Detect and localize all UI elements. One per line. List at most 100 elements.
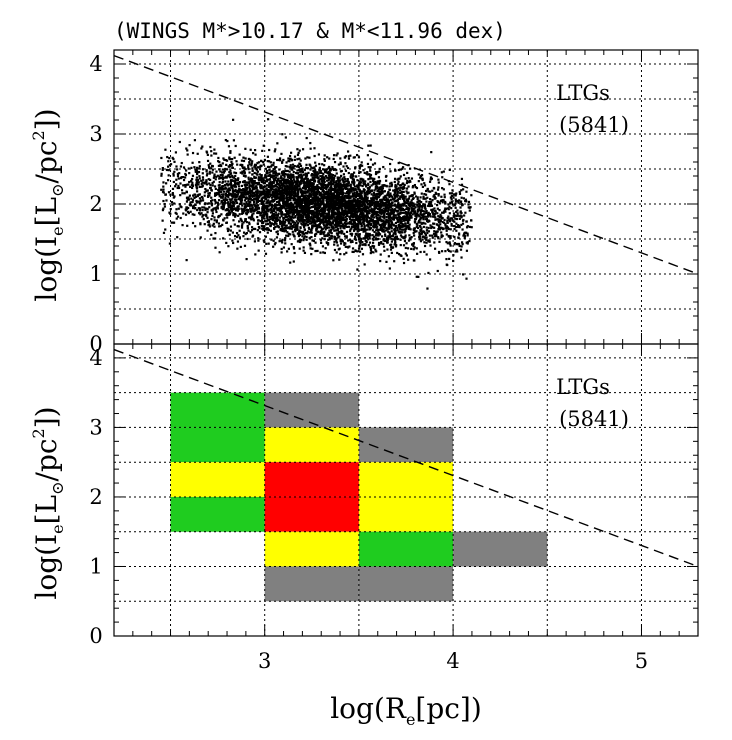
- scatter-point: [449, 235, 452, 238]
- scatter-point: [328, 236, 331, 239]
- scatter-point: [281, 160, 284, 163]
- scatter-point: [289, 182, 292, 185]
- scatter-point: [299, 179, 303, 183]
- scatter-point: [411, 185, 415, 188]
- scatter-point: [363, 188, 366, 192]
- scatter-point: [276, 193, 279, 196]
- scatter-point: [433, 197, 436, 200]
- scatter-point: [383, 221, 386, 225]
- scatter-point: [342, 173, 345, 176]
- scatter-point: [230, 186, 233, 189]
- scatter-point: [317, 199, 320, 202]
- scatter-point: [382, 190, 385, 193]
- scatter-point: [231, 157, 234, 161]
- scatter-point: [305, 163, 308, 166]
- scatter-point: [363, 219, 366, 222]
- scatter-point: [382, 228, 385, 231]
- scatter-point: [438, 215, 441, 219]
- scatter-point: [281, 227, 285, 231]
- scatter-point: [324, 192, 327, 196]
- scatter-point: [386, 228, 389, 231]
- scatter-point: [377, 217, 381, 220]
- scatter-point: [335, 237, 338, 240]
- scatter-point: [423, 241, 426, 244]
- scatter-point: [424, 189, 428, 193]
- scatter-point: [277, 225, 280, 228]
- scatter-point: [413, 207, 416, 210]
- scatter-point: [161, 219, 164, 222]
- scatter-point: [260, 176, 263, 179]
- scatter-point: [380, 209, 383, 212]
- scatter-point: [294, 221, 297, 225]
- scatter-point: [248, 161, 251, 164]
- scatter-point: [242, 156, 245, 159]
- scatter-point: [385, 179, 388, 182]
- scatter-point: [428, 180, 432, 183]
- scatter-point: [320, 176, 324, 179]
- scatter-point: [273, 150, 276, 153]
- scatter-point: [171, 156, 174, 159]
- scatter-point: [258, 178, 262, 182]
- scatter-point: [313, 195, 316, 198]
- scatter-point: [306, 167, 309, 170]
- scatter-point: [238, 213, 241, 216]
- scatter-point: [311, 226, 314, 229]
- scatter-point: [431, 208, 435, 211]
- scatter-point: [260, 224, 263, 228]
- scatter-point: [244, 174, 247, 178]
- scatter-point: [425, 217, 428, 221]
- scatter-point: [295, 205, 298, 208]
- scatter-point: [305, 215, 308, 218]
- scatter-point: [401, 182, 404, 186]
- scatter-point: [237, 177, 240, 180]
- scatter-point: [341, 185, 344, 188]
- scatter-point: [354, 202, 357, 206]
- scatter-point: [438, 228, 442, 231]
- scatter-point: [195, 186, 198, 189]
- scatter-point: [367, 178, 370, 181]
- scatter-point: [260, 198, 263, 202]
- scatter-point: [294, 225, 297, 228]
- scatter-point: [173, 202, 176, 205]
- scatter-point: [400, 231, 403, 234]
- scatter-point: [221, 202, 224, 206]
- scatter-point: [287, 191, 290, 194]
- scatter-point: [357, 235, 360, 238]
- scatter-point: [336, 197, 339, 200]
- scatter-point: [233, 185, 236, 188]
- scatter-point: [377, 176, 381, 179]
- scatter-point: [302, 180, 306, 183]
- scatter-point: [197, 183, 200, 186]
- scatter-point: [349, 195, 352, 198]
- scatter-point: [265, 208, 268, 211]
- scatter-point: [437, 192, 440, 196]
- scatter-point: [261, 180, 264, 184]
- scatter-point: [253, 180, 256, 183]
- scatter-point: [383, 249, 386, 252]
- scatter-point: [373, 216, 376, 219]
- scatter-point: [176, 236, 179, 239]
- scatter-point: [225, 187, 228, 190]
- scatter-point: [204, 187, 207, 191]
- scatter-point: [202, 218, 205, 221]
- scatter-point: [237, 205, 240, 208]
- scatter-point: [269, 185, 272, 189]
- scatter-point: [244, 232, 247, 236]
- scatter-point: [383, 226, 386, 229]
- scatter-point: [165, 168, 169, 172]
- scatter-point: [225, 241, 228, 245]
- scatter-point: [277, 178, 280, 181]
- scatter-point: [252, 200, 256, 204]
- scatter-point: [339, 190, 342, 193]
- scatter-point: [328, 192, 331, 195]
- scatter-point: [269, 222, 272, 225]
- scatter-point: [248, 189, 252, 192]
- scatter-point: [238, 153, 241, 156]
- scatter-point: [204, 207, 207, 210]
- scatter-point: [201, 199, 205, 202]
- scatter-point: [458, 192, 462, 195]
- scatter-point: [465, 200, 468, 203]
- scatter-point: [226, 229, 230, 233]
- scatter-point: [298, 174, 302, 177]
- scatter-point: [355, 228, 358, 231]
